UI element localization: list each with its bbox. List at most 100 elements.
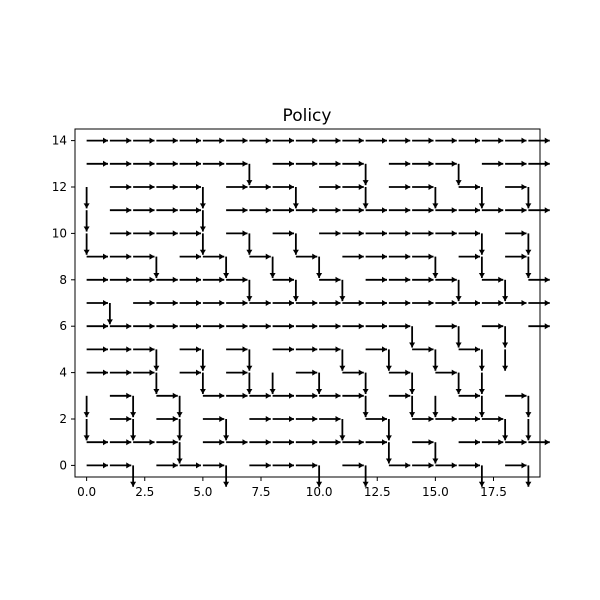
policy-arrow-head	[432, 412, 439, 418]
policy-arrow-head	[219, 137, 225, 144]
policy-arrow-head	[223, 435, 230, 441]
policy-arrow-head	[475, 439, 481, 446]
policy-arrow-head	[265, 184, 271, 190]
policy-arrow-head	[292, 296, 299, 302]
policy-arrow-head	[521, 462, 527, 469]
policy-arrow-head	[292, 203, 299, 209]
policy-arrow-head	[478, 249, 485, 255]
x-tick-label: 2.5	[135, 485, 154, 499]
policy-arrow-head	[246, 388, 253, 394]
policy-arrow-head	[196, 300, 202, 306]
policy-arrow-head	[358, 137, 364, 144]
y-axis-ticks: 0 2 4 6 8 10 12 14	[52, 134, 75, 472]
policy-arrow-head	[358, 392, 364, 399]
policy-arrow-head	[358, 300, 364, 306]
policy-arrow-head	[475, 462, 481, 469]
policy-arrow-head	[358, 253, 364, 260]
policy-arrow-head	[103, 137, 109, 144]
policy-arrow-head	[339, 365, 346, 371]
policy-arrow-head	[382, 137, 388, 144]
arrow-field	[83, 137, 550, 487]
policy-arrow-head	[103, 276, 109, 283]
policy-arrow-head	[126, 346, 132, 353]
policy-arrow-head	[149, 160, 155, 167]
policy-arrow-head	[521, 439, 527, 446]
policy-arrow-head	[432, 458, 439, 464]
policy-arrow-head	[451, 230, 457, 237]
policy-arrow-head	[246, 180, 253, 186]
policy-arrow-head	[126, 369, 132, 376]
policy-arrow-head	[362, 203, 369, 209]
policy-arrow-head	[289, 160, 295, 167]
policy-arrow-head	[521, 184, 527, 190]
policy-arrow-head	[312, 346, 318, 353]
policy-arrow-head	[196, 137, 202, 144]
policy-arrow-head	[103, 462, 109, 469]
policy-arrow-head	[83, 226, 90, 232]
x-axis-ticks: 0.0 2.5 5.0 7.5 10.0 12.5 15.0 17.5	[77, 477, 507, 499]
policy-arrow-head	[199, 203, 206, 209]
policy-arrow-head	[478, 272, 485, 278]
policy-arrow-head	[358, 160, 364, 167]
policy-arrow-head	[242, 207, 248, 214]
policy-arrow-head	[83, 249, 90, 255]
policy-arrow-head	[382, 253, 388, 260]
policy-arrow-head	[265, 253, 271, 260]
policy-arrow-head	[103, 439, 109, 446]
policy-arrow-head	[172, 137, 178, 144]
policy-arrow-head	[242, 137, 248, 144]
policy-arrow-head	[172, 300, 178, 306]
policy-arrow-head	[153, 388, 160, 394]
policy-arrow-head	[242, 392, 248, 399]
policy-arrow-head	[316, 388, 323, 394]
policy-arrow-head	[292, 249, 299, 255]
policy-arrow-head	[478, 388, 485, 394]
policy-arrow-head	[382, 323, 388, 330]
policy-arrow-head	[153, 272, 160, 278]
policy-arrow-head	[265, 300, 271, 306]
policy-arrow-head	[502, 342, 509, 348]
policy-arrow-head	[405, 160, 411, 167]
policy-arrow-head	[521, 160, 527, 167]
policy-arrow-head	[544, 439, 550, 446]
policy-arrow-head	[312, 160, 318, 167]
policy-arrow-head	[544, 323, 550, 330]
policy-arrow-head	[475, 253, 481, 260]
policy-arrow-head	[172, 323, 178, 330]
policy-arrow-head	[428, 253, 434, 260]
policy-arrow-head	[432, 272, 439, 278]
policy-arrow-head	[269, 272, 276, 278]
policy-arrow-head	[451, 323, 457, 330]
y-tick-label: 10	[52, 226, 67, 240]
policy-arrow-head	[265, 439, 271, 446]
y-tick-label: 0	[59, 458, 67, 472]
policy-arrow-head	[289, 207, 295, 214]
policy-arrow-head	[149, 137, 155, 144]
policy-arrow-head	[265, 392, 271, 399]
policy-arrow-head	[223, 481, 230, 487]
policy-arrow-head	[219, 323, 225, 330]
policy-arrow-head	[385, 365, 392, 371]
policy-arrow-head	[312, 462, 318, 469]
policy-arrow-head	[126, 184, 132, 190]
policy-arrow-head	[312, 416, 318, 422]
policy-arrow-head	[385, 435, 392, 441]
policy-arrow-head	[172, 392, 178, 399]
policy-arrow-head	[455, 180, 462, 186]
policy-arrow-head	[382, 207, 388, 214]
policy-arrow-head	[196, 230, 202, 237]
policy-arrow-head	[172, 160, 178, 167]
policy-arrow-head	[405, 462, 411, 469]
policy-arrow-head	[478, 481, 485, 487]
policy-arrow-head	[265, 416, 271, 422]
policy-arrow-head	[451, 369, 457, 376]
policy-arrow-head	[130, 481, 137, 487]
policy-arrow-head	[335, 207, 341, 214]
policy-arrow-head	[126, 276, 132, 283]
policy-arrow-head	[289, 137, 295, 144]
policy-arrow-head	[242, 230, 248, 237]
y-tick-label: 12	[52, 180, 67, 194]
policy-arrow-head	[498, 439, 504, 446]
policy-arrow-head	[525, 203, 532, 209]
